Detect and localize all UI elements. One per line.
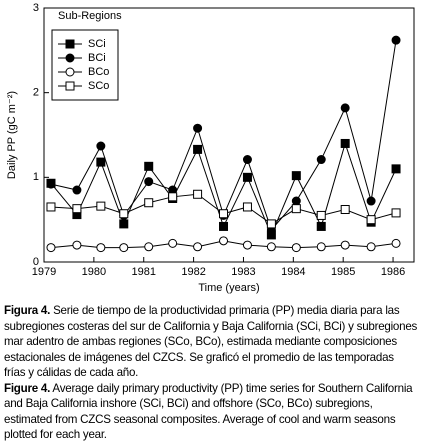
marker: [291, 204, 301, 214]
marker: [391, 35, 401, 45]
y-tick-label: 2: [33, 87, 39, 99]
marker: [96, 157, 106, 167]
marker: [242, 172, 252, 182]
marker: [242, 240, 252, 250]
x-tick-label: 1984: [281, 266, 305, 278]
marker: [168, 238, 178, 248]
marker: [366, 196, 376, 206]
marker: [316, 210, 326, 220]
marker: [96, 243, 106, 253]
x-tick-label: 1982: [181, 266, 205, 278]
marker: [291, 196, 301, 206]
marker: [219, 236, 229, 246]
chart: Time (years) Daily PP (gC m⁻²) 0 1 2 3 1979 1…: [6, 2, 415, 294]
marker: [144, 198, 154, 208]
marker: [144, 242, 154, 252]
x-tick-label: 1986: [381, 266, 405, 278]
marker: [96, 141, 106, 151]
marker: [219, 209, 229, 219]
caption-text: Average daily primary productivity (PP) …: [4, 381, 413, 442]
caption-text: Serie de tiempo de la productividad prim…: [4, 304, 418, 379]
marker: [96, 201, 106, 211]
marker: [46, 179, 56, 189]
marker: [144, 177, 154, 187]
marker: [366, 215, 376, 225]
marker: [193, 189, 203, 199]
marker: [242, 202, 252, 212]
x-axis-label: Time (years): [198, 282, 259, 294]
marker: [316, 242, 326, 252]
y-axis-label: Daily PP (gC m⁻²): [6, 91, 18, 179]
marker: [72, 204, 82, 214]
marker: [46, 202, 56, 212]
marker: [340, 205, 350, 215]
plot-frame: [43, 7, 415, 263]
y-tick-label: 0: [33, 256, 39, 268]
marker: [119, 209, 129, 219]
marker: [391, 164, 401, 174]
marker: [119, 243, 129, 253]
marker: [193, 123, 203, 133]
marker: [46, 243, 56, 253]
marker: [65, 39, 75, 49]
x-tick-label: 1979: [32, 266, 56, 278]
marker: [291, 171, 301, 181]
marker: [168, 192, 178, 202]
x-tick-label: 1980: [82, 266, 106, 278]
series-line: [50, 141, 397, 237]
legend-label: SCi: [88, 38, 106, 50]
marker: [193, 144, 203, 154]
marker: [65, 67, 75, 77]
marker: [391, 238, 401, 248]
marker: [72, 185, 82, 195]
y-tick-label: 1: [33, 171, 39, 183]
legend-label: BCo: [88, 66, 109, 78]
legend-label: SCo: [88, 80, 109, 92]
marker: [193, 242, 203, 252]
marker: [340, 103, 350, 113]
caption-label: Figure 4.: [4, 381, 51, 395]
marker: [340, 138, 350, 148]
marker: [65, 53, 75, 63]
marker: [340, 240, 350, 250]
caption-es: Figura 4. Serie de tiempo de la producti…: [4, 303, 418, 381]
caption-en: Figure 4. Average daily primary producti…: [4, 381, 418, 443]
marker: [316, 155, 326, 165]
x-tick-label: 1983: [231, 266, 255, 278]
marker: [266, 219, 276, 229]
marker: [219, 221, 229, 231]
marker: [144, 161, 154, 171]
marker: [72, 240, 82, 250]
marker: [266, 242, 276, 252]
marker: [65, 81, 75, 91]
legend-label: BCi: [88, 52, 106, 64]
legend-title: Sub-Regions: [58, 10, 122, 22]
x-tick-label: 1981: [131, 266, 155, 278]
marker: [119, 219, 129, 229]
x-tick-label: 1985: [331, 266, 355, 278]
marker: [291, 243, 301, 253]
y-tick-label: 3: [33, 2, 39, 14]
page: Time (years) Daily PP (gC m⁻²) 0 1 2 3 1979 1…: [4, 1, 418, 441]
marker: [391, 208, 401, 218]
legend-box: [51, 29, 119, 101]
caption-label: Figura 4.: [4, 304, 51, 317]
marker: [366, 242, 376, 252]
marker: [242, 155, 252, 165]
marker: [316, 221, 326, 231]
